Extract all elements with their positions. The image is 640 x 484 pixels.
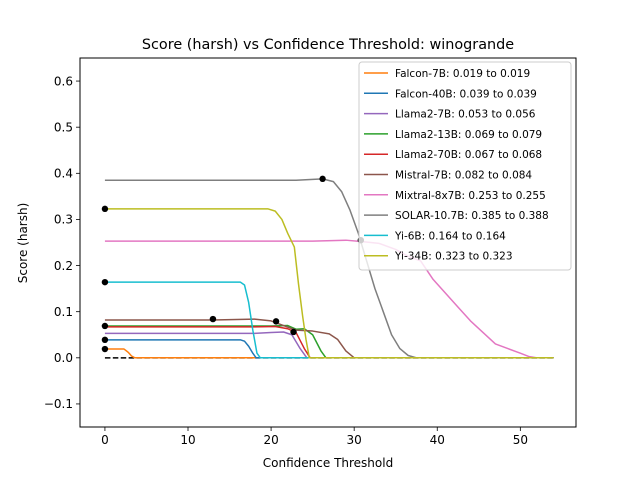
plot-area-frame xyxy=(79,57,577,428)
series-marker-0 xyxy=(101,345,109,353)
legend-box xyxy=(358,61,572,271)
x-tick-label: 20 xyxy=(263,433,278,447)
y-tick-label: −0.1 xyxy=(44,397,73,411)
legend-label-8: Yi-6B: 0.164 to 0.164 xyxy=(394,230,506,242)
legend-label-2: Llama2-7B: 0.053 to 0.056 xyxy=(395,109,536,121)
series-marker-9 xyxy=(101,205,109,213)
y-tick-label: 0.1 xyxy=(54,305,73,319)
series-line-8 xyxy=(104,281,554,359)
x-tick-label: 50 xyxy=(513,433,528,447)
series-line-0 xyxy=(104,348,554,359)
legend-label-3: Llama2-13B: 0.069 to 0.079 xyxy=(395,129,542,141)
y-axis-ticks: −0.1 0.0 0.1 0.2 0.3 0.4 0.5 0.6 xyxy=(44,74,80,411)
x-tick-label: 10 xyxy=(180,433,195,447)
legend-label-5: Mistral-7B: 0.082 to 0.084 xyxy=(395,170,532,182)
y-tick-label: 0.6 xyxy=(54,74,73,88)
x-tick-label: 30 xyxy=(347,433,362,447)
series-line-1 xyxy=(104,339,554,359)
series-marker-1 xyxy=(101,336,109,344)
legend-label-1: Falcon-40B: 0.039 to 0.039 xyxy=(395,88,537,100)
y-tick-label: 0.4 xyxy=(54,167,73,181)
legend-label-0: Falcon-7B: 0.019 to 0.019 xyxy=(395,68,530,80)
x-axis-ticks: 0 10 20 30 40 50 xyxy=(101,427,528,447)
y-tick-label: 0.0 xyxy=(54,351,73,365)
series-marker-2 xyxy=(290,328,297,336)
y-axis-label: Score (harsh) xyxy=(16,203,30,284)
y-tick-label: 0.2 xyxy=(54,259,73,273)
x-tick-label: 40 xyxy=(430,433,445,447)
legend-label-4: Llama2-70B: 0.067 to 0.068 xyxy=(395,149,542,161)
series-marker-7 xyxy=(319,175,326,183)
legend-label-7: SOLAR-10.7B: 0.385 to 0.388 xyxy=(395,210,549,222)
y-tick-label: 0.5 xyxy=(54,120,73,134)
series-marker-4 xyxy=(272,318,280,325)
legend: Falcon-7B: 0.019 to 0.019 Falcon-40B: 0.0… xyxy=(358,61,572,271)
series-marker-8 xyxy=(101,278,109,286)
series-marker-3 xyxy=(101,322,109,330)
series-marker-5 xyxy=(209,315,217,323)
series-line-9 xyxy=(104,208,554,359)
series-line-2 xyxy=(104,331,554,359)
legend-label-9: Yi-34B: 0.323 to 0.323 xyxy=(394,251,513,263)
x-tick-label: 0 xyxy=(101,433,109,447)
chart-title: Score (harsh) vs Confidence Threshold: w… xyxy=(142,37,514,53)
x-axis-label: Confidence Threshold xyxy=(263,456,393,470)
legend-label-6: Mixtral-8x7B: 0.253 to 0.255 xyxy=(395,190,546,202)
y-tick-label: 0.3 xyxy=(54,213,73,227)
